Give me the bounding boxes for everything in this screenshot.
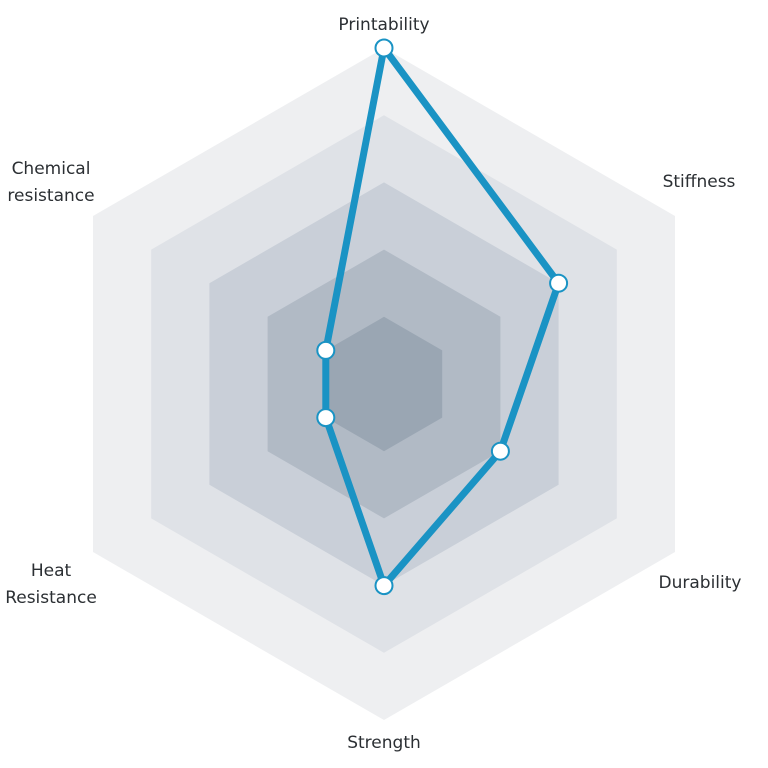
axis-label-3: Strength [347,733,421,753]
axis-label-5: Chemical resistance [7,159,94,206]
data-point-1[interactable] [549,273,569,293]
data-point-5[interactable] [316,340,336,360]
axis-label-2: Durability [659,573,742,593]
axis-label-line: Heat [31,561,72,581]
grid-ring-1 [325,316,443,452]
data-point-0[interactable] [374,38,394,58]
axis-label-line: Durability [659,573,742,593]
axis-label-line: Resistance [5,588,97,608]
axis-label-4: Heat Resistance [5,561,97,608]
axis-label-0: Printability [338,15,429,35]
axis-label-layer: Printability Stiffness Durability Strength H… [5,15,741,753]
axis-label-line: Strength [347,733,421,753]
axis-label-line: Stiffness [663,172,736,192]
data-point-2[interactable] [490,441,510,461]
ring-layer [93,48,675,720]
data-point-4[interactable] [316,408,336,428]
axis-label-line: Printability [338,15,429,35]
axis-label-1: Stiffness [663,172,736,192]
axis-label-line: resistance [7,186,94,206]
axis-label-line: Chemical [12,159,91,179]
series-layer [316,38,569,596]
data-point-3[interactable] [374,576,394,596]
